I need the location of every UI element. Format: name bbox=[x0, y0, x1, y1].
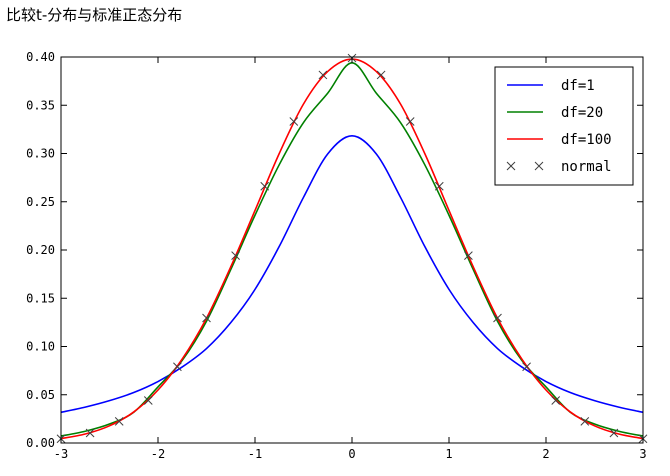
x-tick-label: -1 bbox=[248, 447, 262, 461]
series-line-df-1 bbox=[61, 135, 643, 414]
x-tick-label: -3 bbox=[54, 447, 68, 461]
y-tick-label: 0.25 bbox=[26, 195, 55, 209]
legend: df=1 df=20 df=100 normal bbox=[494, 66, 634, 186]
normal-marker bbox=[114, 417, 124, 426]
legend-swatch-normal bbox=[534, 161, 544, 171]
y-tick-label: 0.05 bbox=[26, 388, 55, 402]
x-tick-label: -2 bbox=[151, 447, 165, 461]
normal-marker bbox=[85, 428, 95, 438]
y-tick-label: 0.40 bbox=[26, 50, 55, 64]
x-tick-label: 3 bbox=[639, 447, 646, 461]
legend-frame bbox=[494, 66, 634, 186]
legend-label-df-1: df=1 bbox=[561, 78, 595, 94]
normal-marker bbox=[260, 181, 270, 191]
legend-label-df-20: df=20 bbox=[561, 105, 603, 121]
normal-marker bbox=[405, 117, 415, 126]
legend-swatch-normal bbox=[506, 161, 516, 171]
normal-marker bbox=[318, 70, 328, 80]
normal-marker bbox=[551, 396, 561, 405]
legend-label-normal: normal bbox=[561, 159, 612, 175]
y-tick-label: 0.10 bbox=[26, 340, 55, 354]
normal-marker bbox=[580, 417, 590, 426]
normal-marker bbox=[464, 251, 473, 260]
chart-title: 比较t-分布与标准正态分布 bbox=[6, 6, 183, 24]
normal-marker bbox=[609, 428, 619, 438]
y-tick-label: 0.30 bbox=[26, 147, 55, 161]
y-tick-label: 0.15 bbox=[26, 291, 55, 305]
normal-marker bbox=[231, 251, 240, 260]
y-tick-label: 0.35 bbox=[26, 98, 55, 112]
normal-marker bbox=[143, 396, 153, 405]
normal-marker bbox=[376, 70, 386, 80]
normal-marker bbox=[173, 362, 182, 372]
normal-marker bbox=[434, 181, 444, 191]
y-tick-label: 0.00 bbox=[26, 436, 55, 450]
x-tick-label: 0 bbox=[348, 447, 355, 461]
normal-marker bbox=[493, 313, 502, 323]
normal-marker bbox=[202, 313, 211, 323]
y-tick-label: 0.20 bbox=[26, 243, 55, 257]
x-tick-label: 1 bbox=[445, 447, 452, 461]
axis-ticks: -3 -2 -1 0 1 2 3 0.00 0.05 0.10 0.15 0.20 0.25 0.30 0.… bbox=[26, 50, 647, 461]
legend-label-df-100: df=100 bbox=[561, 132, 612, 148]
normal-marker bbox=[289, 117, 299, 126]
normal-marker bbox=[522, 362, 531, 372]
x-tick-label: 2 bbox=[542, 447, 549, 461]
